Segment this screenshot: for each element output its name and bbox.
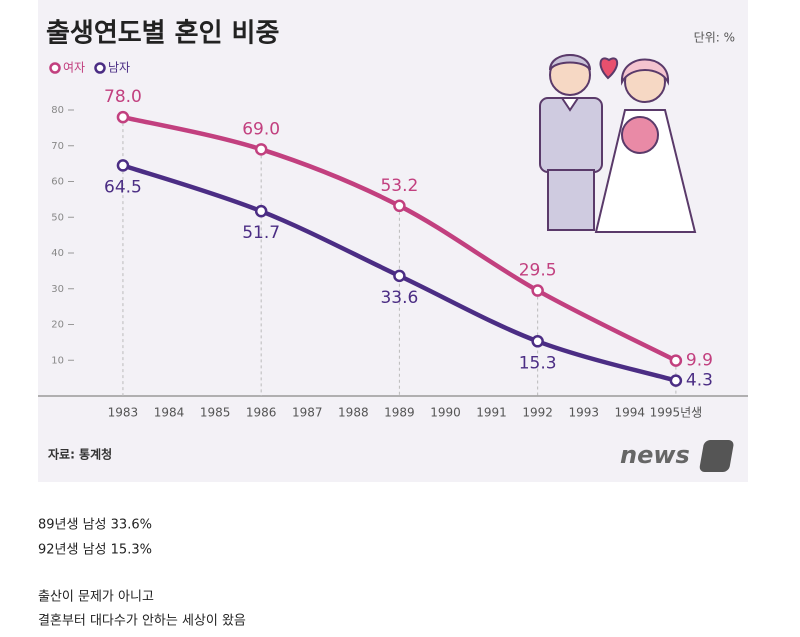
data-label: 64.5: [104, 177, 142, 197]
data-label: 4.3: [686, 371, 713, 391]
legend-marker: [94, 62, 106, 74]
y-tick-label: 50: [51, 212, 64, 223]
x-tick-label: 1993: [568, 406, 599, 420]
y-tick-label: 80: [51, 105, 64, 116]
couple-illustration: [539, 54, 697, 233]
x-tick-label: 1990: [430, 406, 461, 420]
logo-text: news: [620, 441, 690, 469]
x-tick-label: 1986: [246, 406, 277, 420]
chart-title: 출생연도별 혼인 비중: [46, 19, 279, 49]
x-tick-label: 1992: [522, 406, 553, 420]
x-tick-label: 1991: [476, 406, 507, 420]
y-tick-label: 20: [51, 320, 64, 331]
data-label: 33.6: [380, 288, 418, 308]
point: [254, 143, 268, 156]
x-tick-label: 1994: [615, 406, 646, 420]
point: [254, 204, 268, 218]
legend-label: 여자: [63, 61, 85, 75]
source-label: 자료: 통계청: [48, 447, 112, 462]
x-tick-label: 1985: [200, 406, 231, 420]
data-label: 9.9: [686, 351, 713, 371]
point: [393, 199, 406, 213]
legend-marker: [49, 62, 61, 74]
point: [116, 110, 130, 124]
post-line: 92년생 남성 15.3%: [38, 543, 152, 558]
data-label: 53.2: [380, 176, 418, 196]
post-line: 89년생 남성 33.6%: [38, 518, 152, 533]
point: [669, 354, 683, 367]
y-tick-label: 10: [51, 355, 64, 366]
post-line: 출산이 문제가 아니고: [38, 590, 154, 605]
x-tick-label: 1989: [384, 406, 415, 420]
data-label: 78.0: [104, 87, 142, 107]
point: [531, 335, 544, 348]
y-tick-label: 30: [51, 284, 64, 295]
x-tick-label: 1988: [338, 406, 369, 420]
data-label: 15.3: [519, 353, 557, 373]
y-tick-label: 60: [51, 177, 64, 188]
point: [393, 269, 406, 283]
data-label: 69.0: [242, 119, 280, 139]
y-tick-label: 40: [51, 248, 64, 259]
y-tick-label: 70: [51, 141, 64, 152]
x-tick-label: 1984: [154, 406, 185, 420]
post-line: 결혼부터 대다수가 안하는 세상이 왔음: [38, 614, 246, 629]
data-label: 29.5: [519, 261, 557, 281]
point: [669, 374, 683, 387]
x-tick-label: 1995년생: [650, 406, 703, 420]
data-label: 51.7: [242, 223, 280, 243]
point: [116, 159, 130, 172]
unit-label: 단위: %: [694, 31, 735, 45]
x-tick-label: 1987: [292, 406, 323, 420]
point: [531, 284, 544, 297]
legend-label: 남자: [108, 61, 130, 75]
logo: news: [620, 440, 734, 472]
x-tick-label: 1983: [108, 406, 139, 420]
